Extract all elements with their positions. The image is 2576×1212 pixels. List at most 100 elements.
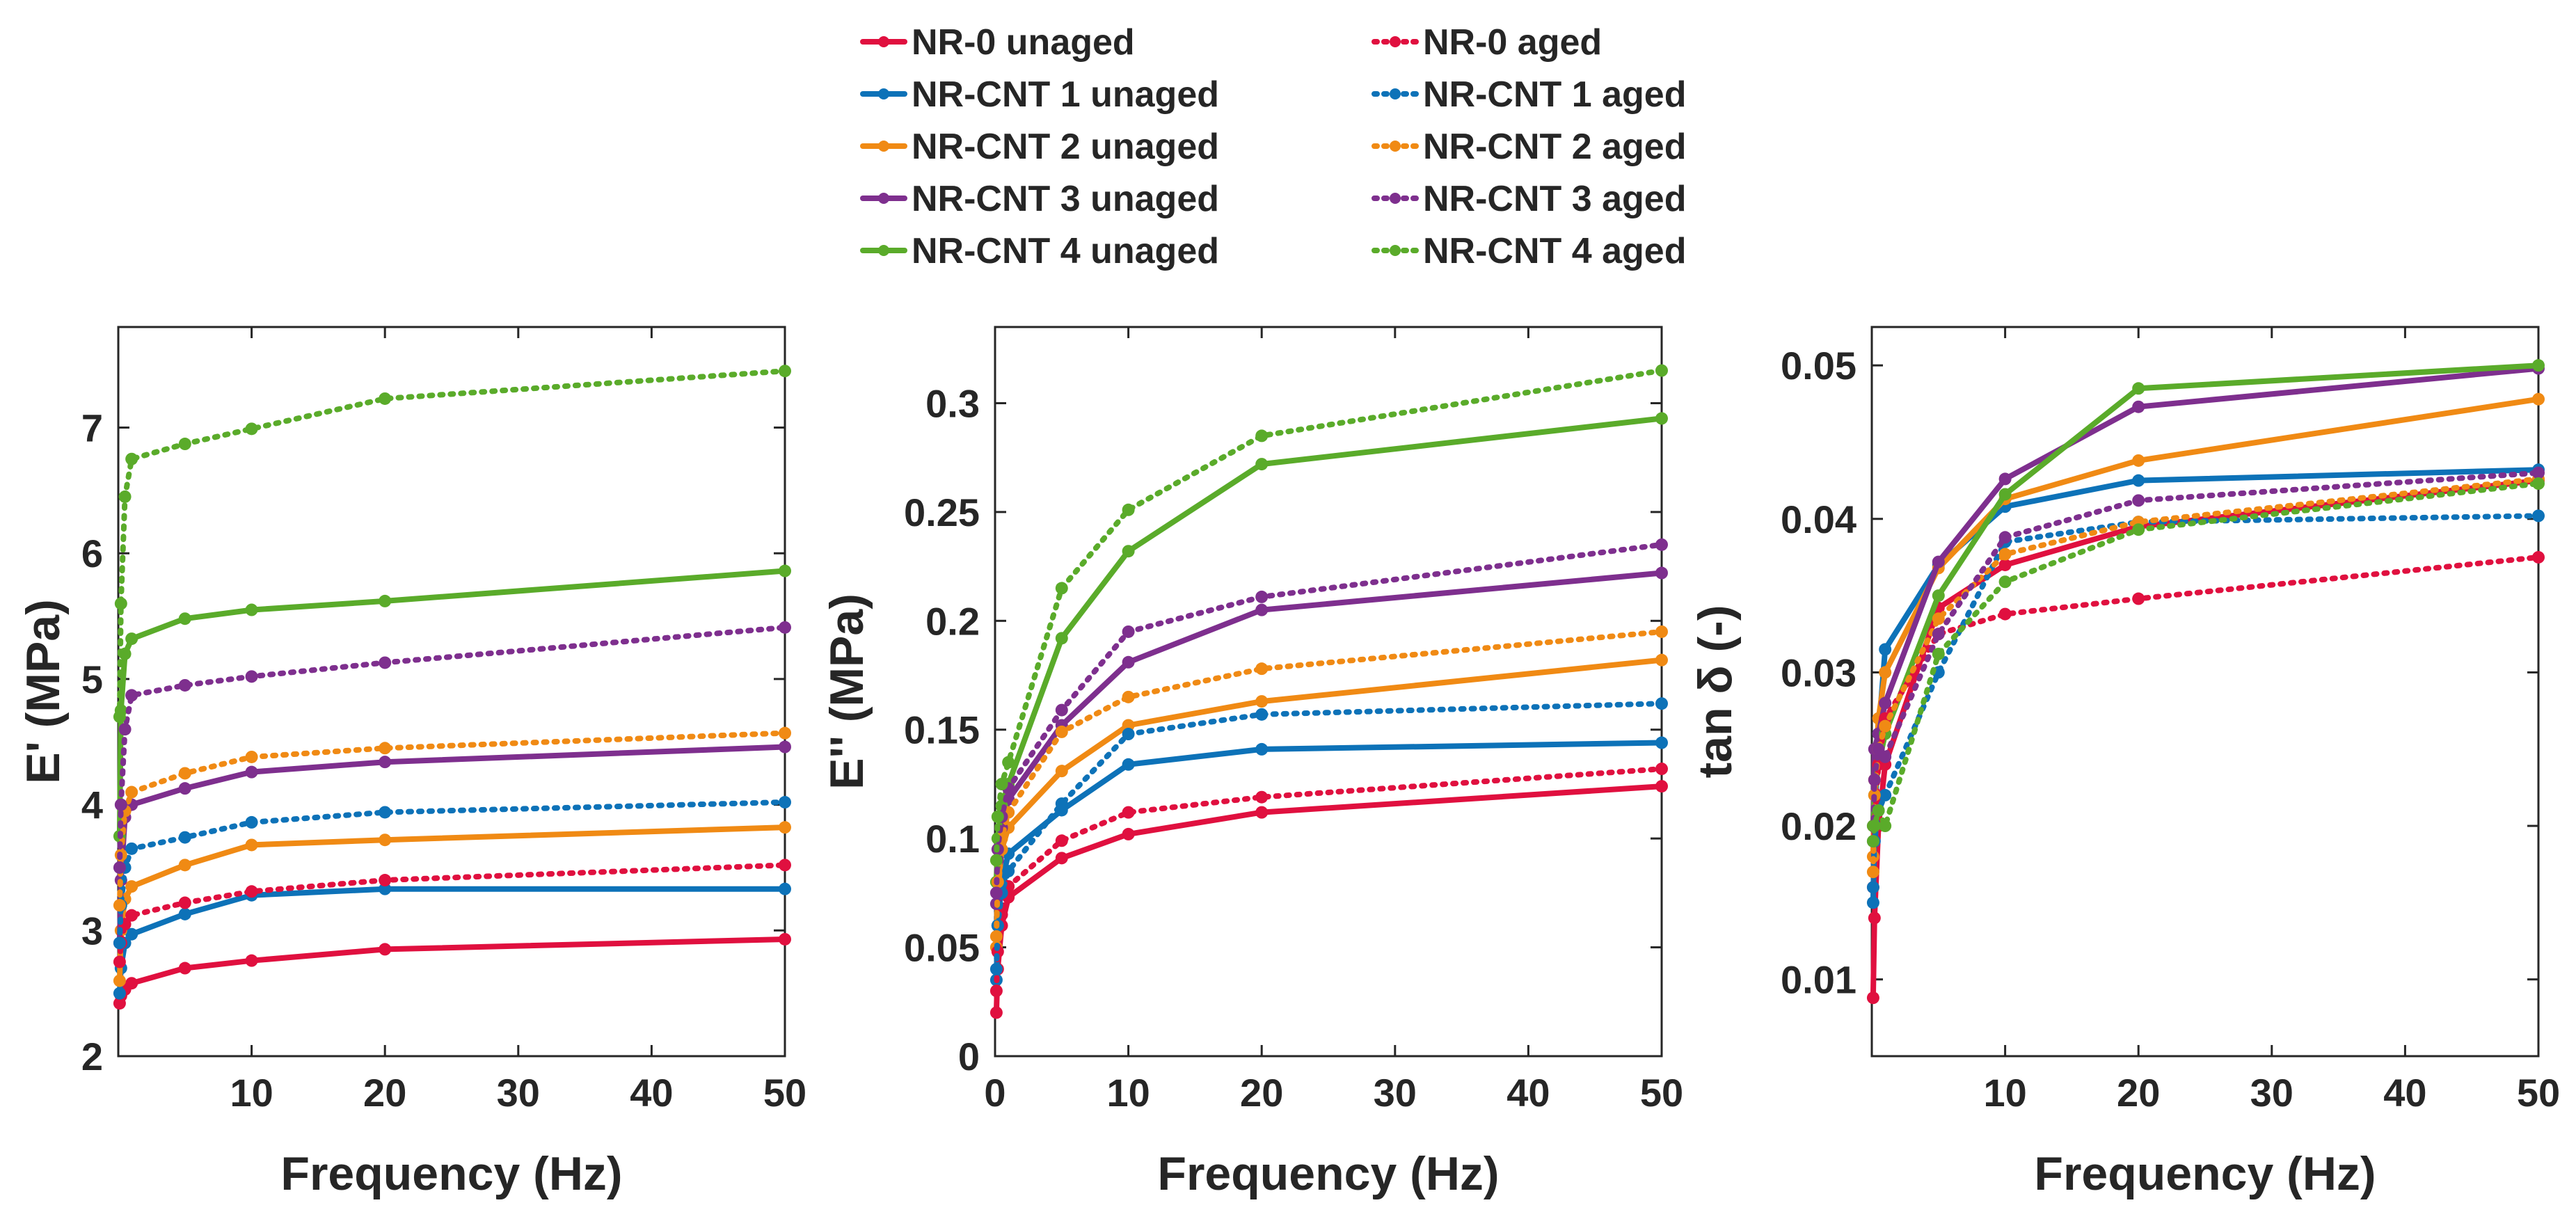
legend-label-nr-cnt-3-aged: NR-CNT 3 aged — [1423, 179, 1686, 219]
data-point — [245, 815, 258, 829]
data-point — [379, 756, 392, 769]
data-point — [125, 842, 138, 855]
data-point — [1998, 548, 2012, 561]
data-point — [779, 882, 791, 895]
data-point — [178, 612, 191, 625]
data-point — [2532, 550, 2545, 564]
data-point — [379, 392, 392, 405]
data-point — [989, 854, 1003, 867]
data-point — [1879, 643, 1892, 656]
data-point — [1879, 696, 1892, 710]
data-point — [178, 678, 191, 692]
data-point — [1255, 590, 1269, 603]
data-point — [2532, 466, 2545, 479]
data-point — [1122, 758, 1135, 771]
series-line — [116, 368, 788, 720]
x-axis-title: Frequency (Hz) — [2034, 1147, 2376, 1200]
x-tick-label: 10 — [1983, 1071, 2026, 1115]
y-tick-label: 0.3 — [925, 381, 980, 425]
data-point — [1122, 728, 1135, 741]
x-tick-label: 30 — [497, 1071, 540, 1115]
data-point — [1055, 765, 1068, 778]
legend-marker-nr-0-aged — [1390, 36, 1401, 47]
data-point — [1655, 625, 1668, 638]
data-point — [1879, 788, 1892, 802]
panel-storage-modulus: 10 20 30 40 50 2 3 4 5 6 7 Frequency (Hz) E' (MPa) — [17, 326, 806, 1200]
data-point — [178, 962, 191, 975]
data-point — [989, 930, 1003, 943]
data-point — [379, 834, 392, 847]
x-tick-label: 30 — [1374, 1071, 1417, 1115]
data-point — [379, 874, 392, 887]
data-point — [1122, 503, 1135, 516]
data-point — [1055, 852, 1068, 865]
data-point — [125, 927, 138, 941]
x-axis-title: Frequency (Hz) — [280, 1147, 622, 1200]
data-point — [1868, 820, 1881, 833]
y-tick-label: 0.05 — [1781, 344, 1857, 388]
data-point — [113, 861, 126, 874]
x-tick-label: 40 — [1506, 1071, 1550, 1115]
legend-marker-nr-cnt-1-aged — [1390, 88, 1401, 99]
data-point — [1122, 719, 1135, 732]
data-point — [125, 977, 138, 990]
legend-label-nr-0-aged: NR-0 aged — [1423, 22, 1602, 63]
data-point — [1255, 708, 1269, 721]
legend-marker-nr-cnt-4-unaged — [878, 245, 889, 256]
series-line — [993, 367, 1664, 863]
data-point — [245, 422, 258, 436]
data-point — [1932, 628, 1945, 641]
data-point — [245, 765, 258, 779]
data-point — [779, 726, 791, 740]
y-tick-label: 0.01 — [1781, 958, 1857, 1002]
series-nr-cnt-4-aged — [989, 364, 1668, 867]
data-point — [995, 777, 1008, 790]
y-tick-label: 7 — [81, 406, 103, 450]
data-point — [779, 796, 791, 809]
data-point — [1879, 820, 1892, 833]
x-tick-label: 10 — [1106, 1071, 1150, 1115]
legend-label-nr-cnt-3-unaged: NR-CNT 3 unaged — [912, 179, 1219, 219]
data-point — [1255, 603, 1269, 616]
data-point — [1655, 412, 1668, 425]
data-point — [2132, 523, 2145, 536]
data-point — [989, 886, 1003, 900]
data-point — [379, 882, 392, 895]
data-point — [1255, 790, 1269, 804]
data-point — [2132, 592, 2145, 605]
x-tick-label: 50 — [2517, 1071, 2560, 1115]
data-point — [114, 597, 127, 610]
data-point — [113, 710, 126, 724]
data-point — [1879, 750, 1892, 763]
data-point — [379, 656, 392, 669]
data-point — [1655, 736, 1668, 749]
data-point — [379, 806, 392, 819]
data-point — [245, 838, 258, 852]
y-tick-label: 2 — [81, 1035, 103, 1078]
data-point — [379, 594, 392, 607]
data-point — [178, 767, 191, 780]
series-nr-cnt-2-aged — [989, 625, 1668, 943]
data-point — [113, 987, 126, 1000]
data-point — [2132, 494, 2145, 507]
y-axis-title: tan δ (-) — [1689, 605, 1742, 779]
y-axis-title: E'' (MPa) — [820, 593, 873, 790]
y-tick-label: 0.2 — [925, 599, 980, 643]
data-point — [1868, 773, 1881, 786]
data-point — [1655, 566, 1668, 580]
legend-label-nr-cnt-2-aged: NR-CNT 2 aged — [1423, 127, 1686, 167]
x-tick-label: 20 — [2117, 1071, 2160, 1115]
data-point — [1998, 488, 2012, 501]
data-point — [113, 899, 126, 912]
legend-marker-nr-0-unaged — [878, 36, 889, 47]
x-tick-label: 50 — [763, 1071, 806, 1115]
data-point — [1055, 725, 1068, 738]
data-point — [1122, 625, 1135, 638]
series-line — [993, 701, 1664, 972]
data-point — [1122, 690, 1135, 703]
x-axis-title: Frequency (Hz) — [1157, 1147, 1499, 1200]
legend-marker-nr-cnt-1-unaged — [878, 88, 889, 99]
data-point — [114, 798, 127, 811]
legend-label-nr-cnt-4-unaged: NR-CNT 4 unaged — [912, 231, 1219, 271]
data-point — [1055, 582, 1068, 595]
